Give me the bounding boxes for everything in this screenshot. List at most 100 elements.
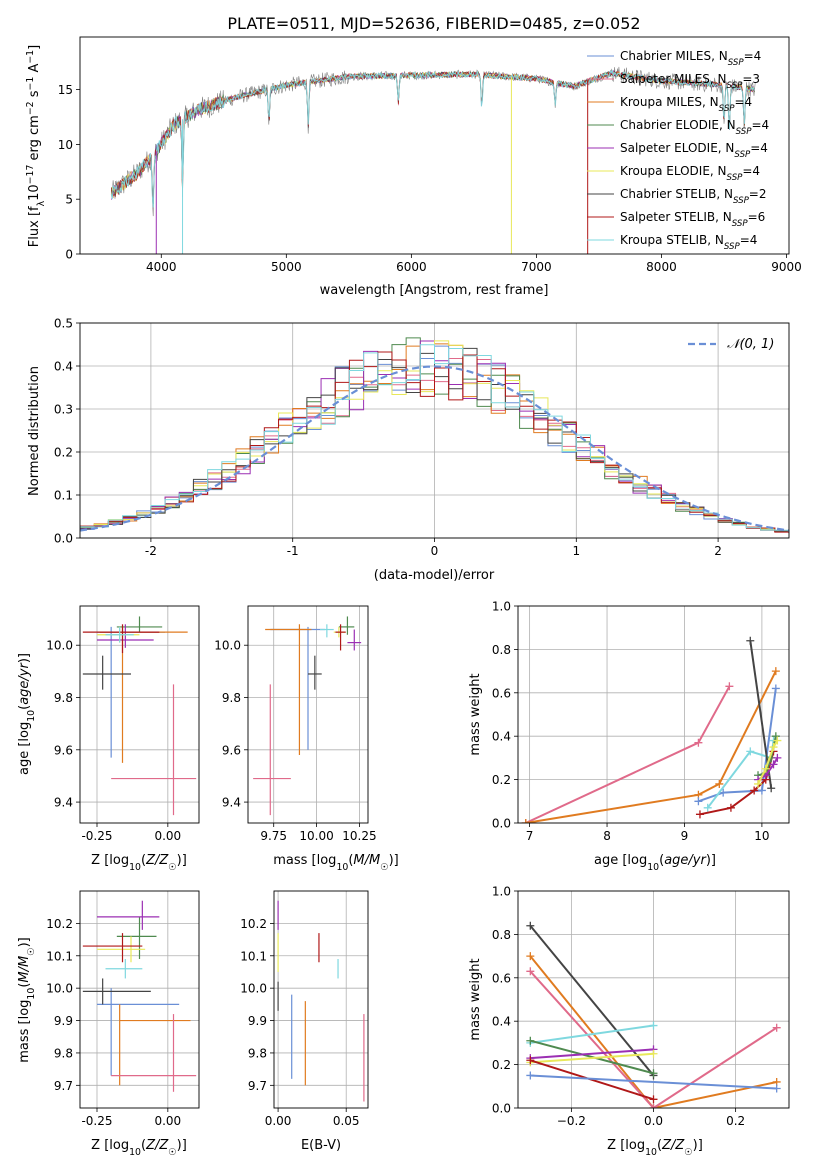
x-tick-label: 1 — [572, 544, 580, 558]
x-axis-label: age [log10(age/yr)] — [594, 853, 716, 873]
mass-weight-marker — [769, 760, 778, 769]
model-spectrum — [111, 69, 755, 204]
age-vs-Z-plot-area — [82, 616, 197, 816]
mass-weight-marker — [746, 636, 755, 645]
residuals-plot-area — [80, 337, 789, 534]
model-spectrum — [111, 71, 755, 206]
mass-weight-line — [698, 688, 777, 803]
x-tick-label: -2 — [145, 544, 157, 558]
legend-label: Kroupa MILES, NSSP=4 — [620, 95, 752, 114]
mass-vs-ebv-panel: 0.00 0.05 9.7 9.8 9.9 10.0 10.1 10.2 E(B-V) — [240, 890, 369, 1153]
y-tick-label: 9.7 — [248, 1079, 267, 1093]
mass-weight-marker — [649, 1069, 658, 1078]
mass-weight-line — [530, 1024, 654, 1044]
mass-weight-marker — [746, 747, 755, 756]
legend-label: 𝒩(0, 1) — [727, 337, 774, 352]
mass-weight-marker — [773, 736, 782, 745]
y-tick-label: 10.0 — [214, 639, 241, 653]
y-tick-label: 0.0 — [492, 817, 511, 831]
mass-vs-Z-plot-area — [82, 900, 197, 1092]
legend-label: Chabrier ELODIE, NSSP=4 — [620, 118, 769, 137]
figure-title: PLATE=0511, MJD=52636, FIBERID=0485, z=0… — [227, 14, 640, 33]
y-tick-label: 10.1 — [240, 949, 267, 963]
mass-weight-marker — [771, 684, 780, 693]
mass-weight-marker — [754, 779, 763, 788]
x-tick-label: −0.2 — [557, 1114, 586, 1128]
y-tick-label: 9.7 — [54, 1079, 73, 1093]
spectrum-legend: Chabrier MILES, NSSP=4 Salpeter MILES, NS… — [587, 49, 769, 252]
age-vs-Z-panel: -0.25 0.00 9.4 9.6 9.8 10.0 Z [log10(Z/Z☉)] age… — [17, 605, 200, 873]
mass-vs-ebv-grid — [274, 891, 368, 1108]
y-tick-label: 15 — [58, 83, 73, 97]
legend-label: Salpeter STELIB, NSSP=6 — [620, 210, 765, 229]
age-vs-Z-frame — [79, 605, 200, 824]
mass-vs-Z-grid — [80, 891, 199, 1108]
x-tick-label: 10.00 — [299, 829, 333, 843]
model-spectrum — [111, 71, 755, 202]
mass-weight-line — [529, 970, 778, 1108]
x-tick-label: 6000 — [396, 260, 427, 274]
mass-weight-marker — [526, 921, 535, 930]
mass-weight-marker — [526, 1036, 535, 1045]
legend-label: Chabrier STELIB, NSSP=2 — [620, 187, 767, 206]
y-tick-label: 9.6 — [54, 743, 73, 757]
mass-weight-marker — [526, 1071, 535, 1080]
legend-label: Kroupa ELODIE, NSSP=4 — [620, 164, 760, 183]
y-tick-label: 9.9 — [248, 1014, 267, 1028]
y-tick-label: 9.8 — [54, 691, 73, 705]
y-tick-label: 0.0 — [492, 1102, 511, 1116]
mass-weight-marker — [521, 819, 530, 823]
massweight-vs-age-panel: 7 8 9 10 0.0 0.2 0.4 0.6 0.8 1.0 mass weight age [l… — [468, 600, 790, 873]
y-tick-label: 10.0 — [240, 982, 267, 996]
y-tick-label: 10.0 — [46, 982, 73, 996]
mass-vs-Z-frame — [79, 890, 200, 1109]
model-spectrum — [111, 70, 755, 205]
x-tick-label: 9 — [681, 829, 689, 843]
y-tick-label: 10.1 — [46, 949, 73, 963]
mass-weight-marker — [773, 753, 782, 762]
y-axis-label: age [log10(age/yr)] — [17, 653, 37, 775]
x-axis-label: Z [log10(Z/Z☉)] — [607, 1138, 703, 1158]
y-tick-label: 9.6 — [222, 743, 241, 757]
y-tick-label: 0.6 — [492, 971, 511, 985]
y-tick-label: 1.0 — [492, 885, 511, 899]
y-tick-label: 1.0 — [492, 600, 511, 614]
mass-weight-marker — [526, 967, 535, 976]
x-tick-label: 0.05 — [333, 1114, 360, 1128]
y-tick-label: 9.4 — [54, 796, 73, 810]
y-tick-label: 9.9 — [54, 1014, 73, 1028]
y-tick-label: 10 — [58, 138, 73, 152]
mass-weight-marker — [526, 952, 535, 961]
y-axis-label: Flux [fλ10−17 erg cm−2 s−1 A−1] — [25, 45, 47, 247]
mass-vs-ebv-frame — [273, 890, 369, 1109]
age-vs-Z-grid — [80, 606, 199, 823]
legend-label: Salpeter ELODIE, NSSP=4 — [620, 141, 768, 160]
x-tick-label: 2 — [714, 544, 722, 558]
mass-weight-marker — [771, 732, 780, 741]
x-tick-label: 8 — [603, 829, 611, 843]
model-spectrum — [111, 69, 755, 201]
mass-weight-marker — [695, 810, 704, 819]
mass-weight-line — [529, 955, 777, 1108]
legend-label: Kroupa STELIB, NSSP=4 — [620, 233, 757, 252]
x-tick-label: 0.00 — [154, 829, 181, 843]
y-tick-label: 0.3 — [54, 403, 73, 417]
y-tick-label: 0.5 — [54, 317, 73, 331]
normal-reference-curve — [80, 365, 789, 532]
x-tick-label: 0.00 — [265, 1114, 292, 1128]
x-tick-label: 0.2 — [726, 1114, 745, 1128]
massweight-vs-Z-plot-area — [526, 921, 781, 1108]
age-vs-mass-plot-area — [253, 616, 362, 816]
model-spectrum — [111, 71, 755, 204]
mass-weight-line — [530, 1052, 654, 1064]
mass-weight-marker — [649, 1095, 658, 1104]
mass-weight-marker — [757, 786, 766, 795]
mass-weight-marker — [649, 1021, 658, 1030]
y-tick-label: 9.8 — [54, 1046, 73, 1060]
mass-vs-ebv-plot-area — [277, 900, 365, 1102]
y-tick-label: 0.4 — [492, 730, 511, 744]
x-tick-label: 9.75 — [260, 829, 287, 843]
y-tick-label: 9.4 — [222, 796, 241, 810]
mass-weight-line — [529, 1059, 654, 1101]
